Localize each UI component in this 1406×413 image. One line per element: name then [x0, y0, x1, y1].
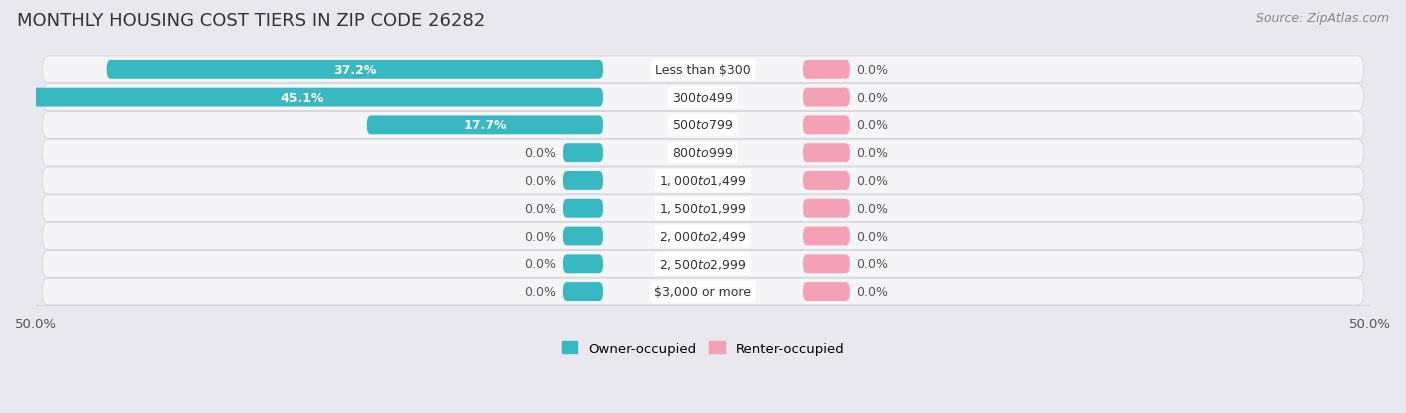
Text: 0.0%: 0.0% [856, 285, 889, 298]
Text: MONTHLY HOUSING COST TIERS IN ZIP CODE 26282: MONTHLY HOUSING COST TIERS IN ZIP CODE 2… [17, 12, 485, 30]
FancyBboxPatch shape [803, 199, 849, 218]
FancyBboxPatch shape [562, 171, 603, 190]
FancyBboxPatch shape [803, 227, 849, 246]
FancyBboxPatch shape [107, 61, 603, 80]
Legend: Owner-occupied, Renter-occupied: Owner-occupied, Renter-occupied [557, 336, 849, 360]
FancyBboxPatch shape [42, 140, 1364, 166]
FancyBboxPatch shape [562, 199, 603, 218]
FancyBboxPatch shape [42, 251, 1364, 278]
Text: 0.0%: 0.0% [524, 202, 557, 215]
Text: Source: ZipAtlas.com: Source: ZipAtlas.com [1256, 12, 1389, 25]
FancyBboxPatch shape [42, 85, 1364, 111]
FancyBboxPatch shape [42, 223, 1364, 250]
FancyBboxPatch shape [1, 88, 603, 107]
FancyBboxPatch shape [803, 171, 849, 190]
Text: 0.0%: 0.0% [524, 230, 557, 243]
FancyBboxPatch shape [803, 144, 849, 163]
Text: $800 to $999: $800 to $999 [672, 147, 734, 160]
Text: 0.0%: 0.0% [856, 147, 889, 160]
FancyBboxPatch shape [367, 116, 603, 135]
FancyBboxPatch shape [42, 278, 1364, 305]
Text: 0.0%: 0.0% [856, 91, 889, 104]
Text: 0.0%: 0.0% [524, 258, 557, 271]
Text: 0.0%: 0.0% [856, 202, 889, 215]
FancyBboxPatch shape [803, 61, 849, 80]
Text: 0.0%: 0.0% [524, 175, 557, 188]
FancyBboxPatch shape [562, 227, 603, 246]
Text: 0.0%: 0.0% [856, 119, 889, 132]
Text: Less than $300: Less than $300 [655, 64, 751, 77]
Text: 0.0%: 0.0% [524, 147, 557, 160]
FancyBboxPatch shape [803, 116, 849, 135]
FancyBboxPatch shape [803, 255, 849, 273]
Text: $3,000 or more: $3,000 or more [655, 285, 751, 298]
FancyBboxPatch shape [803, 282, 849, 301]
FancyBboxPatch shape [42, 112, 1364, 139]
FancyBboxPatch shape [562, 255, 603, 273]
FancyBboxPatch shape [42, 195, 1364, 222]
Text: 0.0%: 0.0% [856, 258, 889, 271]
Text: $1,000 to $1,499: $1,000 to $1,499 [659, 174, 747, 188]
FancyBboxPatch shape [562, 282, 603, 301]
FancyBboxPatch shape [562, 144, 603, 163]
FancyBboxPatch shape [42, 57, 1364, 83]
Text: 0.0%: 0.0% [856, 230, 889, 243]
Text: 45.1%: 45.1% [280, 91, 323, 104]
Text: 0.0%: 0.0% [524, 285, 557, 298]
FancyBboxPatch shape [42, 168, 1364, 194]
Text: $500 to $799: $500 to $799 [672, 119, 734, 132]
Text: 17.7%: 17.7% [463, 119, 506, 132]
Text: 37.2%: 37.2% [333, 64, 377, 77]
Text: $2,500 to $2,999: $2,500 to $2,999 [659, 257, 747, 271]
Text: $1,500 to $1,999: $1,500 to $1,999 [659, 202, 747, 216]
Text: $300 to $499: $300 to $499 [672, 91, 734, 104]
Text: $2,000 to $2,499: $2,000 to $2,499 [659, 230, 747, 243]
Text: 0.0%: 0.0% [856, 175, 889, 188]
FancyBboxPatch shape [803, 88, 849, 107]
Text: 0.0%: 0.0% [856, 64, 889, 77]
